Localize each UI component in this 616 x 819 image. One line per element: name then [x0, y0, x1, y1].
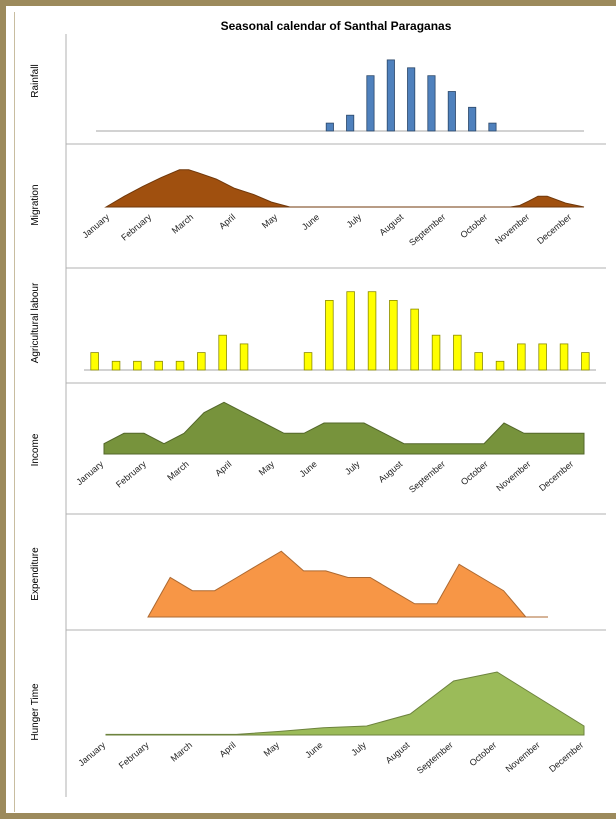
- xtick-label: July: [345, 212, 364, 230]
- xtick-label: August: [376, 459, 404, 485]
- ylabel-2: Migration: [30, 184, 41, 225]
- xtick-label: September: [415, 740, 455, 776]
- frame-bottom: [0, 813, 616, 819]
- xtick-label: October: [458, 212, 489, 240]
- ylabel-4: Income: [30, 433, 41, 466]
- xtick-label: September: [407, 212, 447, 248]
- bar: [468, 106, 477, 132]
- xtick-label: August: [384, 740, 412, 766]
- bar: [325, 122, 334, 132]
- bar: [474, 352, 483, 371]
- ylabel-6: Hunger Time: [30, 683, 41, 741]
- ylabel-3: Agricultural labour: [30, 282, 41, 363]
- xtick-label: September: [407, 459, 447, 495]
- xtick-label: June: [300, 212, 321, 232]
- bar: [453, 334, 462, 371]
- xtick-label: April: [213, 459, 233, 478]
- bar: [517, 343, 526, 371]
- xtick-label: February: [114, 459, 148, 490]
- xtick-label: January: [80, 212, 111, 241]
- xtick-label: December: [547, 740, 585, 774]
- chart-title: Seasonal calendar of Santhal Paraganas: [220, 19, 452, 33]
- xtick-label: November: [494, 459, 532, 493]
- xtick-label: December: [537, 459, 575, 493]
- bar: [431, 334, 441, 371]
- ylabel-5: Expenditure: [30, 547, 41, 601]
- bar: [386, 59, 395, 132]
- bar: [346, 291, 355, 371]
- bar: [488, 122, 497, 132]
- xtick-label: October: [467, 740, 498, 768]
- xtick-label: May: [257, 459, 277, 478]
- xtick-label: July: [343, 459, 362, 477]
- bar: [389, 299, 398, 371]
- xtick-label: February: [117, 740, 151, 771]
- bar: [346, 114, 355, 132]
- bar: [410, 308, 419, 371]
- xtick-label: July: [349, 740, 368, 758]
- xtick-label: February: [119, 212, 153, 243]
- bar: [367, 291, 377, 371]
- xtick-label: December: [535, 212, 573, 246]
- frame-inner-rule: [14, 12, 15, 812]
- frame-top: [0, 0, 616, 6]
- bar: [154, 360, 163, 371]
- bar: [218, 334, 227, 371]
- bar: [407, 67, 416, 132]
- bar: [90, 352, 99, 371]
- frame-left: [0, 0, 6, 819]
- bar: [581, 352, 590, 371]
- xtick-label: March: [170, 212, 196, 236]
- xtick-label: April: [217, 212, 237, 231]
- xtick-label: January: [74, 459, 105, 488]
- bar: [303, 352, 313, 371]
- xtick-label: June: [303, 740, 324, 760]
- xtick-label: August: [377, 212, 405, 238]
- area-2: [104, 169, 585, 208]
- xtick-label: June: [297, 459, 318, 479]
- xtick-label: March: [165, 459, 191, 483]
- area-5: [147, 550, 548, 618]
- area-6: [105, 671, 585, 736]
- bar: [447, 91, 456, 132]
- ylabel-1: Rainfall: [30, 64, 41, 97]
- xtick-label: October: [459, 459, 490, 487]
- area-4: [103, 401, 585, 455]
- xtick-label: March: [169, 740, 195, 764]
- bar: [325, 299, 334, 371]
- xtick-label: November: [493, 212, 531, 246]
- bar: [366, 75, 375, 132]
- bar: [559, 343, 569, 371]
- bar: [175, 360, 185, 371]
- bar: [133, 360, 142, 371]
- bar: [111, 360, 121, 371]
- bar: [427, 75, 436, 132]
- xtick-label: January: [76, 740, 107, 769]
- xtick-label: May: [262, 740, 282, 759]
- xtick-label: April: [217, 740, 237, 759]
- xtick-label: May: [260, 212, 280, 231]
- bar: [197, 352, 206, 371]
- bar: [495, 360, 505, 371]
- bar: [239, 343, 249, 371]
- bar: [538, 343, 547, 371]
- xtick-label: November: [504, 740, 542, 774]
